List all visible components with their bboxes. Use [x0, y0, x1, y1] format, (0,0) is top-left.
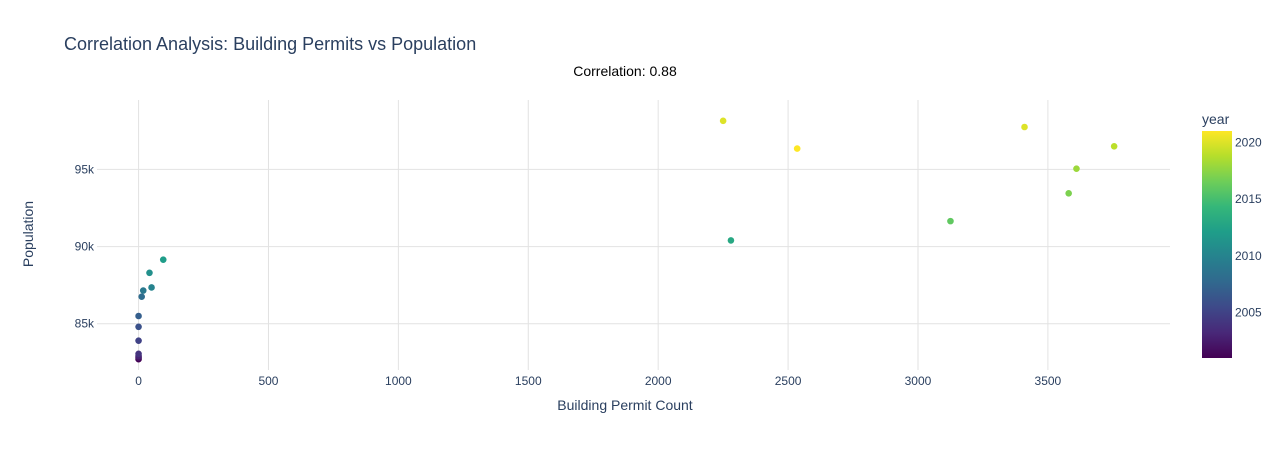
colorbar-tick-label: 2010 [1235, 249, 1262, 263]
data-point [146, 269, 153, 277]
colorbar: year 2005 2010 2015 2020 [1202, 111, 1262, 358]
x-tick-label: 1000 [385, 374, 412, 388]
data-point [719, 117, 727, 125]
data-point [159, 256, 167, 263]
x-tick-label: 1500 [515, 374, 542, 388]
x-axis-title: Building Permit Count [557, 397, 693, 413]
data-point [1110, 142, 1118, 150]
y-tick-label: 85k [75, 317, 95, 331]
colorbar-tick-label: 2015 [1235, 192, 1262, 206]
data-points [135, 117, 1118, 363]
x-tick-label: 2000 [645, 374, 672, 388]
data-point [947, 217, 954, 225]
x-tick-label: 500 [258, 374, 278, 388]
grid [97, 100, 1170, 370]
x-axis-ticks: 0 500 1000 1500 2000 2500 3000 3500 [135, 374, 1061, 388]
data-point [727, 237, 735, 244]
colorbar-title: year [1202, 111, 1230, 127]
colorbar-gradient [1202, 131, 1232, 358]
data-point [148, 284, 155, 291]
correlation-annotation: Correlation: 0.88 [573, 63, 677, 79]
data-point [135, 323, 142, 331]
data-point [135, 337, 142, 344]
data-point [793, 145, 801, 152]
y-tick-label: 95k [75, 162, 95, 176]
x-tick-label: 2500 [775, 374, 802, 388]
y-tick-label: 90k [75, 240, 95, 254]
data-point [135, 350, 142, 358]
x-tick-label: 3500 [1035, 374, 1062, 388]
x-tick-label: 0 [135, 374, 142, 388]
y-axis-title: Population [20, 201, 36, 267]
data-point [138, 293, 145, 301]
chart-title: Correlation Analysis: Building Permits v… [64, 34, 476, 54]
colorbar-ticks: 2005 2010 2015 2020 [1235, 135, 1262, 319]
data-point [1065, 190, 1072, 197]
data-point [1021, 123, 1028, 131]
data-point [139, 287, 147, 294]
y-axis-ticks: 85k 90k 95k [75, 162, 95, 330]
colorbar-tick-label: 2020 [1235, 135, 1262, 149]
x-tick-label: 3000 [905, 374, 932, 388]
data-point [135, 312, 142, 320]
colorbar-tick-label: 2005 [1235, 306, 1262, 320]
data-point [1073, 165, 1080, 172]
